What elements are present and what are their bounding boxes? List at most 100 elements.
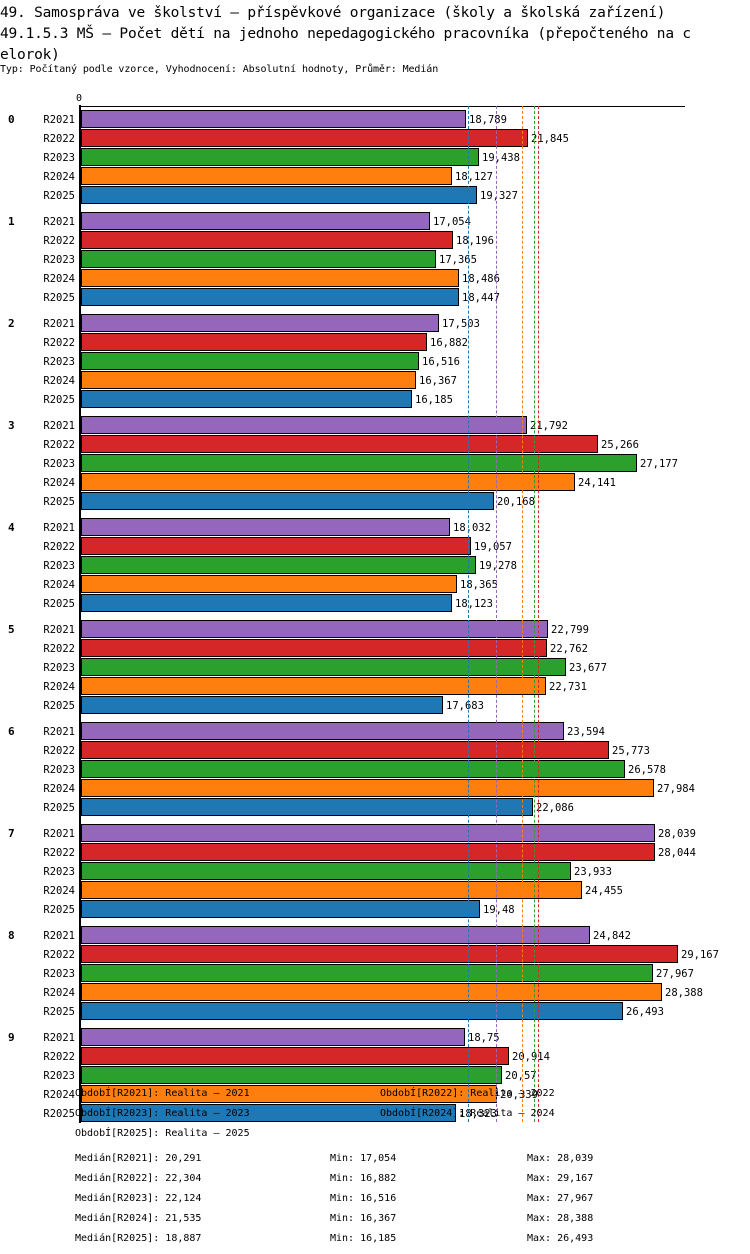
bar-r2022-group-0[interactable] [81, 129, 528, 147]
row-label-r2021: R2021 [43, 726, 75, 738]
median-line-r2025 [468, 106, 469, 1122]
bar-r2022-group-4[interactable] [81, 537, 471, 555]
bar-r2025-group-4[interactable] [81, 594, 452, 612]
bar-r2024-group-1[interactable] [81, 269, 459, 287]
bar-value-label: 19,327 [480, 190, 518, 202]
bar-r2025-group-0[interactable] [81, 186, 477, 204]
bar-value-label: 23,677 [569, 662, 607, 674]
bar-value-label: 28,044 [658, 847, 696, 859]
bar-r2021-group-0[interactable] [81, 110, 466, 128]
group-label: 8 [8, 929, 15, 942]
bar-value-label: 17,683 [446, 700, 484, 712]
bar-value-label: 20,339 [500, 1089, 538, 1101]
bar-value-label: 22,731 [549, 681, 587, 693]
median-line-r2023 [534, 106, 535, 1122]
bar-r2022-group-9[interactable] [81, 1047, 509, 1065]
stat-min: Min: 16,367 [330, 1213, 397, 1224]
group-label: 4 [8, 521, 15, 534]
row-label-r2023: R2023 [43, 152, 75, 164]
bar-r2021-group-9[interactable] [81, 1028, 465, 1046]
row-label-r2021: R2021 [43, 624, 75, 636]
bar-value-label: 20,168 [497, 496, 535, 508]
bar-r2021-group-6[interactable] [81, 722, 564, 740]
bar-r2024-group-6[interactable] [81, 779, 654, 797]
bar-r2021-group-2[interactable] [81, 314, 439, 332]
bar-r2024-group-2[interactable] [81, 371, 416, 389]
row-label-r2022: R2022 [43, 133, 75, 145]
bar-r2022-group-7[interactable] [81, 843, 655, 861]
bar-r2025-group-6[interactable] [81, 798, 533, 816]
row-label-r2023: R2023 [43, 356, 75, 368]
bar-value-label: 17,365 [439, 254, 477, 266]
chart-subtitle: Typ: Počítaný podle vzorce, Vyhodnocení:… [0, 64, 439, 75]
bar-r2025-group-5[interactable] [81, 696, 443, 714]
stat-median: Medián[R2022]: 22,304 [75, 1173, 202, 1184]
legend-entry: ObdobÍ[R2023]: Realita – 2023 [75, 1108, 250, 1119]
chart-title-line-2: 49.1.5.3 MŠ – Počet dětí na jednoho nepe… [0, 26, 691, 42]
bar-r2025-group-3[interactable] [81, 492, 494, 510]
bar-r2025-group-9[interactable] [81, 1104, 456, 1122]
row-label-r2022: R2022 [43, 337, 75, 349]
bar-r2024-group-8[interactable] [81, 983, 662, 1001]
bar-r2022-group-5[interactable] [81, 639, 547, 657]
row-label-r2023: R2023 [43, 254, 75, 266]
row-label-r2024: R2024 [43, 273, 75, 285]
bar-r2024-group-7[interactable] [81, 881, 582, 899]
bar-r2023-group-1[interactable] [81, 250, 436, 268]
bar-r2022-group-1[interactable] [81, 231, 453, 249]
bar-r2022-group-8[interactable] [81, 945, 678, 963]
row-label-r2025: R2025 [43, 700, 75, 712]
bar-value-label: 21,792 [530, 420, 568, 432]
stat-max: Max: 28,388 [527, 1213, 594, 1224]
row-label-r2023: R2023 [43, 1070, 75, 1082]
bar-r2024-group-5[interactable] [81, 677, 546, 695]
bar-r2021-group-7[interactable] [81, 824, 655, 842]
bar-r2023-group-2[interactable] [81, 352, 419, 370]
bar-r2023-group-6[interactable] [81, 760, 625, 778]
bar-r2021-group-5[interactable] [81, 620, 548, 638]
bar-value-label: 16,516 [422, 356, 460, 368]
stat-min: Min: 16,516 [330, 1193, 397, 1204]
bar-r2023-group-5[interactable] [81, 658, 566, 676]
bar-r2023-group-8[interactable] [81, 964, 653, 982]
group-label: 2 [8, 317, 15, 330]
bar-r2025-group-7[interactable] [81, 900, 480, 918]
bar-r2021-group-3[interactable] [81, 416, 527, 434]
row-label-r2022: R2022 [43, 949, 75, 961]
stat-max: Max: 27,967 [527, 1193, 594, 1204]
chart-footer: ObdobÍ[R2021]: Realita – 2021 ObdobÍ[R202… [0, 1082, 750, 1254]
stat-min: Min: 16,185 [330, 1233, 397, 1244]
row-label-r2021: R2021 [43, 828, 75, 840]
bar-r2022-group-6[interactable] [81, 741, 609, 759]
bar-r2024-group-0[interactable] [81, 167, 452, 185]
row-label-r2022: R2022 [43, 1051, 75, 1063]
bar-r2023-group-7[interactable] [81, 862, 571, 880]
bar-r2023-group-0[interactable] [81, 148, 479, 166]
bar-r2022-group-3[interactable] [81, 435, 598, 453]
bar-r2023-group-9[interactable] [81, 1066, 502, 1084]
bar-value-label: 28,388 [665, 987, 703, 999]
bar-r2021-group-1[interactable] [81, 212, 430, 230]
bar-r2021-group-4[interactable] [81, 518, 450, 536]
bar-value-label: 23,933 [574, 866, 612, 878]
bar-r2021-group-8[interactable] [81, 926, 590, 944]
row-label-r2021: R2021 [43, 114, 75, 126]
bar-r2025-group-2[interactable] [81, 390, 412, 408]
row-label-r2025: R2025 [43, 904, 75, 916]
stat-median: Medián[R2024]: 21,535 [75, 1213, 202, 1224]
median-line-r2021 [496, 106, 497, 1122]
row-label-r2024: R2024 [43, 171, 75, 183]
bar-r2022-group-2[interactable] [81, 333, 427, 351]
bar-r2024-group-4[interactable] [81, 575, 457, 593]
bar-r2023-group-3[interactable] [81, 454, 637, 472]
bar-r2024-group-3[interactable] [81, 473, 575, 491]
bar-value-label: 16,185 [415, 394, 453, 406]
group-label: 5 [8, 623, 15, 636]
bar-r2025-group-8[interactable] [81, 1002, 623, 1020]
row-label-r2023: R2023 [43, 662, 75, 674]
bar-value-label: 18,447 [462, 292, 500, 304]
bar-r2025-group-1[interactable] [81, 288, 459, 306]
x-axis-zero-tick-label: 0 [76, 93, 83, 104]
bar-chart-plot-area: 0 0 R2021 18,789 R2022 21,845 R2023 19,438 R202… [8, 93, 719, 1123]
bar-r2023-group-4[interactable] [81, 556, 476, 574]
